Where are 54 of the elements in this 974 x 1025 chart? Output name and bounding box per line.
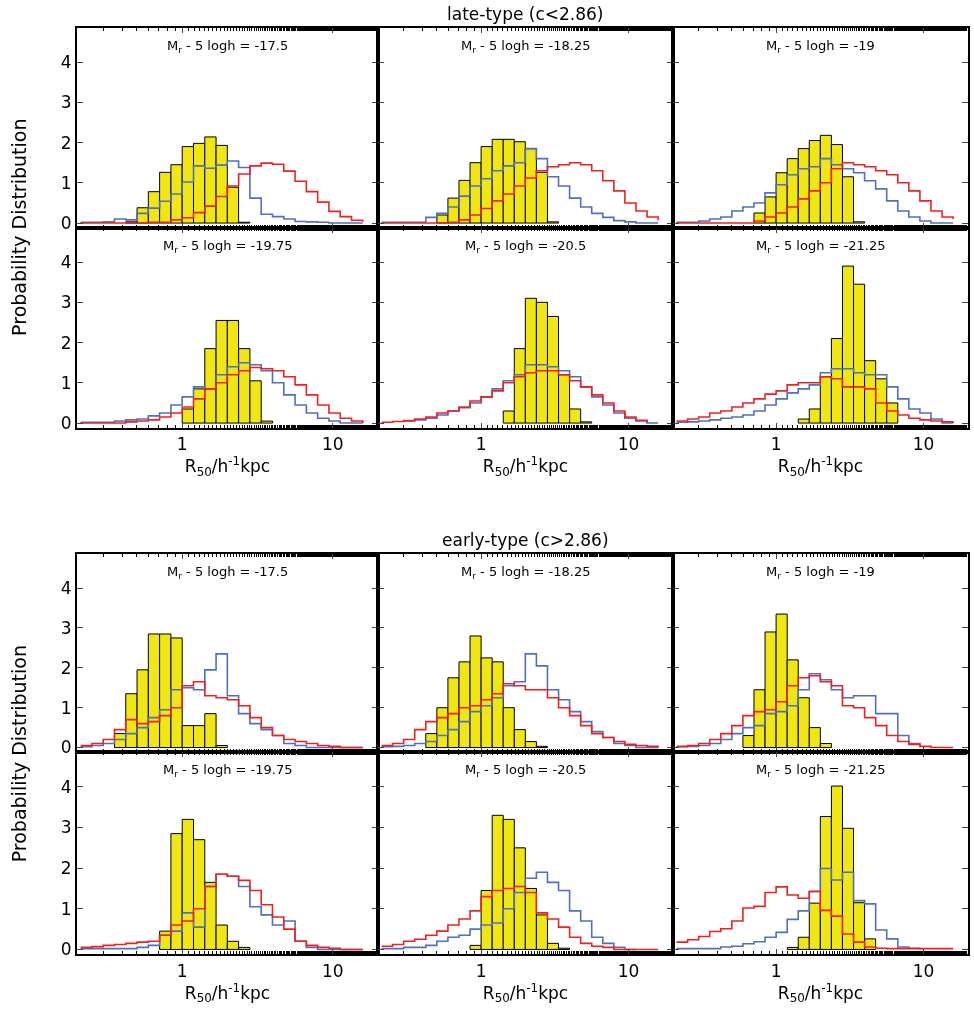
x-tick-label: 1 [475, 960, 487, 981]
x-axis-title: R$_{50}$/h$^{-1}$kpc [482, 454, 569, 480]
text: M$_{r}$ - 5 logh = -18.25 [461, 564, 591, 581]
text: M$_{r}$ - 5 logh = -19 [766, 564, 875, 581]
y-tick-label: 4 [60, 52, 72, 73]
y-tick-label: 1 [60, 372, 72, 393]
x-tick-label: 1 [176, 960, 188, 981]
y-tick-label: 2 [60, 657, 72, 678]
x-tick-label: 10 [617, 434, 640, 455]
x-axis-title: R$_{50}$/h$^{-1}$kpc [184, 980, 271, 1006]
x-tick-label: 1 [475, 434, 487, 455]
y-tick-label: 3 [60, 292, 72, 313]
text: early-type (c>2.86) [442, 530, 609, 550]
y-tick-label: 1 [60, 697, 72, 718]
text: M$_{r}$ - 5 logh = -21.25 [756, 238, 886, 255]
x-tick-label: 10 [321, 960, 344, 981]
y-tick-label: 1 [60, 898, 72, 919]
y-tick-label: 0 [60, 737, 72, 758]
y-tick-label: 4 [60, 776, 72, 797]
x-axis-title: R$_{50}$/h$^{-1}$kpc [777, 980, 864, 1006]
y-tick-label: 2 [60, 858, 72, 879]
x-tick-label: 10 [912, 434, 935, 455]
x-tick-label: 10 [617, 960, 640, 981]
y-axis-title: Probability Distribution [8, 118, 31, 336]
text: M$_{r}$ - 5 logh = -20.5 [465, 238, 587, 255]
text: late-type (c<2.86) [447, 4, 604, 24]
x-tick-label: 10 [321, 434, 344, 455]
y-tick-label: 2 [60, 132, 72, 153]
y-tick-label: 0 [60, 413, 72, 434]
text: M$_{r}$ - 5 logh = -19 [766, 38, 875, 55]
y-tick-label: 3 [60, 817, 72, 838]
y-tick-label: 3 [60, 92, 72, 113]
text: M$_{r}$ - 5 logh = -18.25 [461, 38, 591, 55]
x-tick-label: 1 [176, 434, 188, 455]
x-tick-label: 10 [912, 960, 935, 981]
y-axis-title: Probability Distribution [7, 644, 30, 863]
text: M$_{r}$ - 5 logh = -19.75 [163, 762, 293, 779]
y-tick-label: 1 [60, 172, 72, 193]
text: M$_{r}$ - 5 logh = -17.5 [167, 38, 289, 55]
x-axis-title: R$_{50}$/h$^{-1}$kpc [777, 454, 864, 480]
y-tick-label: 0 [60, 939, 72, 960]
x-tick-label: 1 [770, 960, 782, 981]
text: M$_{r}$ - 5 logh = -17.5 [167, 564, 289, 581]
y-tick-label: 3 [60, 617, 72, 638]
x-tick-label: 1 [770, 434, 782, 455]
text: M$_{r}$ - 5 logh = -21.25 [756, 762, 886, 779]
text: M$_{r}$ - 5 logh = -19.75 [163, 238, 293, 255]
text: M$_{r}$ - 5 logh = -20.5 [465, 762, 587, 779]
y-tick-label: 2 [60, 332, 72, 353]
y-tick-label: 0 [60, 213, 72, 233]
y-tick-label: 4 [60, 578, 72, 599]
y-tick-label: 4 [60, 252, 72, 273]
x-axis-title: R$_{50}$/h$^{-1}$kpc [184, 454, 271, 480]
x-axis-title: R$_{50}$/h$^{-1}$kpc [482, 980, 569, 1006]
